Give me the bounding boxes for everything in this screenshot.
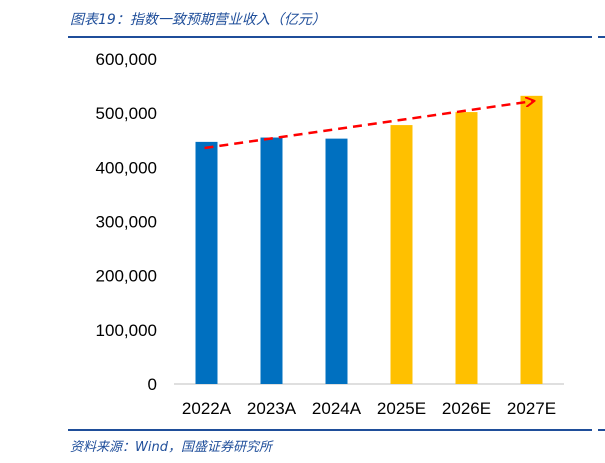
source-rule (68, 429, 592, 431)
title-rule (68, 36, 592, 38)
bar-2027E (520, 95, 543, 384)
bar-2025E (390, 125, 413, 384)
x-tick-label: 2022A (182, 399, 232, 418)
y-tick-label: 400,000 (96, 158, 157, 177)
source-note: 资料来源：Wind，国盛证券研究所 (70, 440, 272, 455)
x-tick-label: 2023A (247, 399, 297, 418)
bar-2026E (455, 112, 478, 384)
y-tick-label: 300,000 (96, 213, 157, 232)
y-tick-label: 600,000 (96, 50, 157, 69)
x-tick-label: 2027E (507, 399, 556, 418)
y-tick-label: 500,000 (96, 104, 157, 123)
y-tick-label: 100,000 (96, 321, 157, 340)
x-tick-label: 2025E (377, 399, 426, 418)
title-rule-end (598, 36, 605, 38)
figure-title: 图表19：指数一致预期营业收入（亿元） (70, 12, 326, 28)
y-tick-label: 0 (148, 375, 157, 394)
y-tick-label: 200,000 (96, 267, 157, 286)
trend-arrow (204, 101, 534, 150)
bar-2023A (260, 137, 283, 384)
source-rule-end (598, 429, 605, 431)
x-tick-label: 2026E (442, 399, 491, 418)
bar-2022A (195, 141, 218, 384)
x-tick-label: 2024A (312, 399, 362, 418)
bar-2024A (325, 138, 348, 384)
